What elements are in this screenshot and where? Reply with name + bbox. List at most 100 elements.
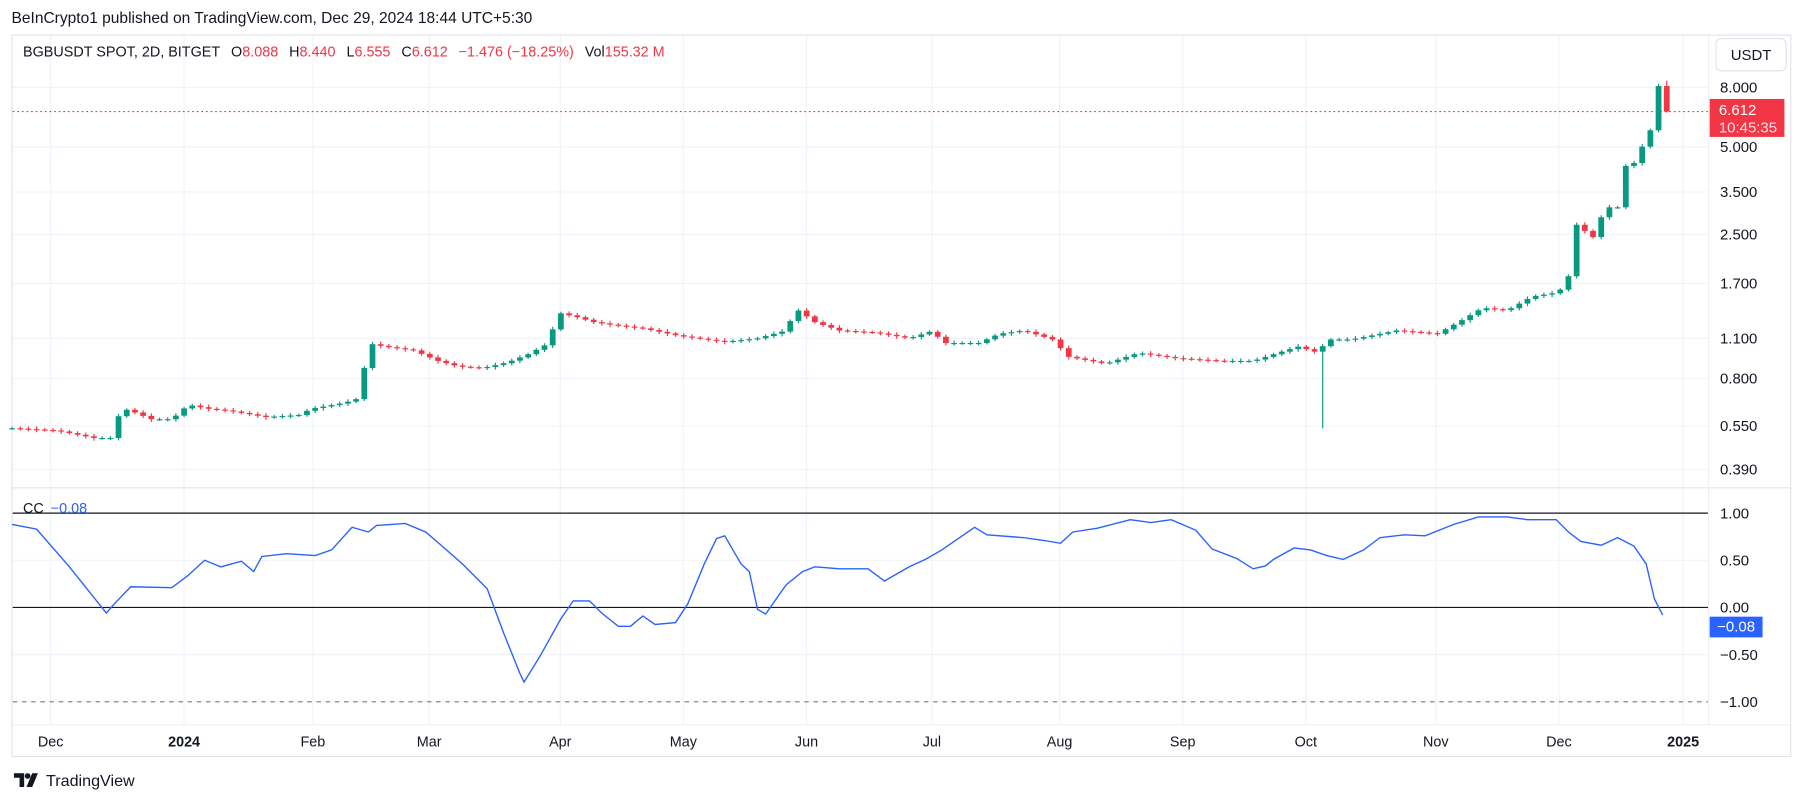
ohlc-open: O8.088 [231, 43, 279, 60]
candle [820, 320, 826, 327]
candle [295, 413, 302, 418]
candle-body [99, 438, 106, 440]
candle-body [869, 331, 876, 334]
candle-body [1581, 224, 1588, 231]
symbol-legend: BGBUSDT SPOT, 2D, BITGET O8.088 H8.440 L… [23, 44, 672, 60]
candle [402, 345, 409, 352]
candle-body [598, 322, 605, 324]
candle [25, 426, 32, 432]
candle [1237, 358, 1244, 364]
time-axis-label: Jun [795, 735, 818, 751]
candle-body [1352, 338, 1359, 340]
candle-body [1631, 163, 1637, 166]
candle [50, 427, 56, 433]
candle [82, 432, 89, 439]
candle-body [1475, 310, 1482, 316]
candle [1385, 330, 1392, 336]
candle-body [1549, 293, 1555, 295]
candle [828, 322, 835, 330]
logo-text: TradingView [46, 770, 135, 790]
candle-body [173, 415, 179, 420]
candle-body [811, 316, 818, 323]
candle-body [361, 367, 368, 400]
candle [66, 429, 73, 435]
candle-body [107, 438, 114, 440]
last-price-value: 6.612 [1718, 101, 1757, 119]
candle-body [517, 357, 523, 361]
candle [164, 417, 171, 422]
candle-body [1483, 308, 1490, 311]
candle [189, 403, 196, 411]
candle-body [705, 338, 712, 340]
candle-body [336, 403, 343, 406]
tradingview-logo[interactable]: TradingView [13, 770, 135, 790]
candle-body [566, 313, 572, 316]
candle-body [1221, 360, 1228, 362]
candle [934, 329, 941, 339]
candle-body [664, 331, 671, 334]
candle-body [1278, 351, 1285, 355]
candle [1106, 360, 1113, 365]
candle-body [680, 335, 687, 337]
candle [811, 314, 818, 324]
candle [1508, 306, 1514, 312]
candle-body [140, 412, 146, 416]
candle [1098, 359, 1105, 365]
candle [623, 323, 630, 329]
currency-button[interactable]: USDT [1715, 37, 1787, 72]
candle [1246, 359, 1252, 363]
candle-body [1303, 346, 1310, 350]
indicator-value: −0.08 [50, 500, 88, 517]
candle-body [1246, 360, 1252, 363]
candle [1393, 328, 1400, 335]
candle-body [459, 365, 466, 367]
candle [1442, 327, 1449, 336]
candle-body [164, 419, 171, 421]
tradingview-logo-icon [13, 773, 38, 787]
candle-body [1532, 295, 1539, 299]
price-axis-label: 1.700 [1720, 275, 1757, 292]
candle [156, 417, 163, 421]
time-axis-label: Dec [38, 735, 64, 751]
candle [1065, 345, 1072, 360]
candle [803, 308, 810, 319]
candle [459, 363, 466, 370]
candle [631, 324, 638, 330]
candle-body [1033, 331, 1039, 335]
symbol-info[interactable]: BGBUSDT SPOT, 2D, BITGET [23, 43, 221, 60]
indicator-axis-tick: −0.50 [1720, 647, 1758, 664]
candle-body [148, 415, 155, 420]
candle-body [926, 331, 933, 335]
candle-body [91, 436, 97, 439]
candle [1024, 329, 1031, 334]
candle [1401, 328, 1408, 334]
candle-body [820, 322, 826, 325]
candle-body [1098, 361, 1105, 363]
candle [672, 331, 679, 337]
candle-body [1344, 339, 1351, 341]
candle [385, 344, 392, 349]
price-axis-label: 1.100 [1720, 330, 1757, 347]
candle [1008, 329, 1015, 336]
candle-body [983, 339, 990, 343]
candle [770, 331, 777, 339]
publish-info: BeInCrypto1 published on TradingView.com… [11, 9, 533, 27]
candle [1311, 347, 1318, 354]
candle-body [1663, 86, 1670, 112]
candle [566, 311, 572, 318]
candle [648, 326, 654, 332]
candle-body [1639, 146, 1646, 164]
candle-body [1196, 359, 1203, 361]
candle-body [197, 405, 204, 408]
candle-body [1590, 230, 1596, 238]
candle [680, 333, 687, 339]
cc-reference-lines [12, 512, 1709, 703]
indicator-legend[interactable]: CC −0.08 [23, 500, 87, 516]
candle [123, 408, 130, 418]
candle-body [1565, 276, 1572, 290]
candle-body [1328, 339, 1334, 347]
candle-body [1016, 331, 1023, 333]
candle-body [590, 319, 597, 323]
